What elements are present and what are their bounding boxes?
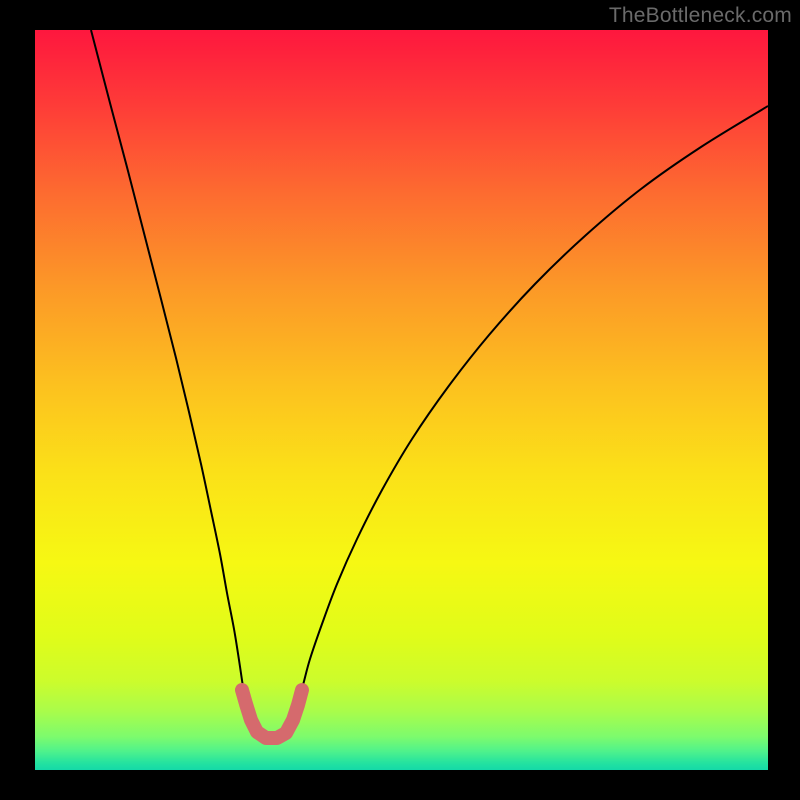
watermark-text: TheBottleneck.com [609, 4, 792, 28]
plot-svg [35, 30, 768, 770]
plot-area [35, 30, 768, 770]
gradient-background [35, 30, 768, 770]
